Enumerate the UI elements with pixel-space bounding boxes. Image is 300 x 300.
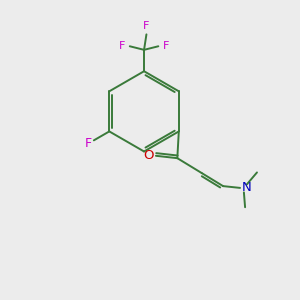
Text: O: O — [143, 149, 154, 162]
Text: N: N — [242, 181, 252, 194]
Text: F: F — [119, 41, 126, 51]
Text: F: F — [85, 137, 92, 150]
Text: F: F — [143, 20, 150, 31]
Text: F: F — [163, 41, 169, 51]
